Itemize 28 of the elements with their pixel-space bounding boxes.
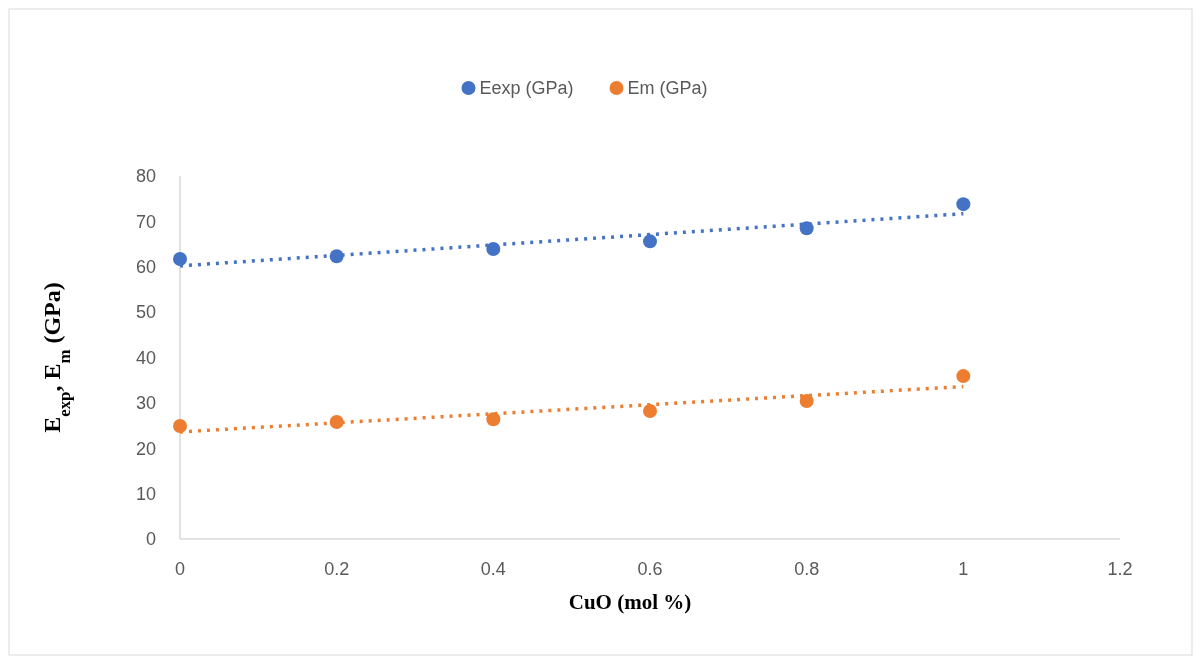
x-tick-label: 0.2 [324, 559, 350, 580]
point [486, 412, 501, 427]
x-tick-label: 0.4 [480, 559, 506, 580]
y-tick-label: 20 [135, 438, 156, 459]
point [956, 197, 971, 212]
y-tick-label: 60 [135, 257, 156, 278]
x-axis-title: CuO (mol %) [568, 590, 692, 614]
point [643, 234, 657, 249]
point [486, 242, 501, 257]
y-tick-label: 0 [145, 529, 156, 550]
legend-label: Eexp (GPa) [479, 78, 574, 99]
x-tick-label: 0.8 [794, 559, 820, 580]
y-tick-label: 50 [135, 302, 156, 323]
y-tick-label: 80 [135, 166, 156, 187]
y-tick-label: 70 [135, 211, 156, 232]
point [643, 404, 657, 419]
point [799, 394, 814, 409]
x-tick-label: 1 [958, 559, 969, 580]
y-tick-label: 30 [135, 393, 156, 414]
point [173, 252, 187, 267]
y-tick-label: 40 [135, 347, 156, 368]
x-tick-label: 0 [174, 559, 186, 580]
point [956, 369, 971, 384]
legend-label: Em (GPa) [627, 78, 708, 99]
x-tick-label: 0.6 [637, 559, 663, 580]
x-tick-label: 1.2 [1107, 559, 1133, 580]
point [173, 419, 187, 434]
y-tick-label: 10 [135, 483, 156, 504]
